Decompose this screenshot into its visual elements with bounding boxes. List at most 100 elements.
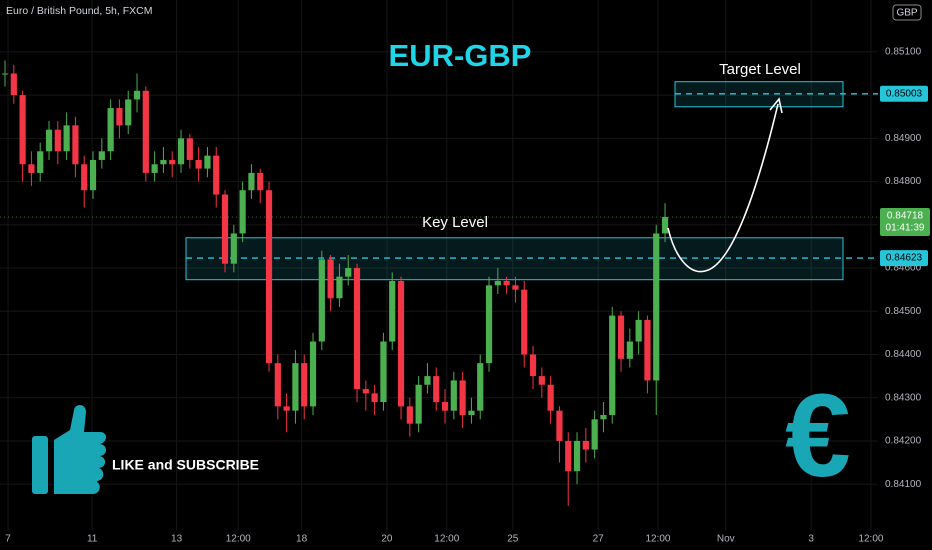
candle-body: [477, 363, 484, 411]
symbol-header: Euro / British Pound, 5h, FXCM: [6, 5, 152, 17]
y-tick-label: 0.85100: [885, 47, 922, 58]
candles: [0, 60, 878, 506]
candle-body: [160, 159, 167, 165]
candle-body: [547, 384, 554, 411]
thumb-cuff: [32, 436, 48, 494]
x-tick-label: 12:00: [645, 534, 670, 545]
x-tick-label: 7: [5, 534, 11, 545]
candle-body: [204, 155, 211, 169]
x-tick-label: 27: [593, 534, 605, 545]
candle-body: [10, 73, 17, 96]
y-tick-label: 0.84500: [885, 306, 922, 317]
x-tick-label: Nov: [717, 534, 735, 545]
cta-text: LIKE and SUBSCRIBE: [112, 457, 259, 473]
candle-body: [380, 341, 387, 403]
projection-arrowhead: [769, 97, 783, 114]
x-tick-label: 25: [507, 534, 519, 545]
candle-body: [433, 376, 440, 403]
target-level-label: Target Level: [719, 61, 801, 78]
candle-body: [186, 138, 193, 160]
candle-body: [609, 315, 616, 416]
candle-body: [81, 164, 88, 191]
thumb-hand: [54, 404, 106, 494]
candle-body: [353, 268, 361, 390]
candle-body: [468, 410, 475, 416]
candle-body: [89, 159, 97, 191]
candle-body: [626, 341, 633, 359]
candle-body: [565, 440, 572, 472]
candle-body: [644, 319, 651, 381]
candle-body: [661, 217, 669, 234]
candle-body: [195, 159, 202, 169]
candle-body: [503, 280, 510, 286]
y-tick-label: 0.84100: [885, 479, 922, 490]
thumb-icon: [32, 404, 106, 494]
candle-body: [397, 280, 405, 407]
currency-label: GBP: [896, 8, 917, 19]
candle-body: [169, 159, 176, 165]
candle-body: [151, 164, 158, 173]
candle-body: [345, 268, 352, 277]
candle-body: [441, 402, 449, 411]
candle-body: [512, 285, 519, 290]
target-price-label: 0.85003: [886, 88, 923, 99]
candle-body: [424, 376, 431, 385]
candle-body: [318, 259, 325, 342]
axes: 0.851000.850000.849000.848000.847000.846…: [5, 47, 930, 545]
y-tick-label: 0.84900: [885, 133, 922, 144]
candle-body: [37, 151, 44, 173]
x-tick-label: 13: [171, 534, 183, 545]
y-tick-label: 0.84600: [885, 263, 922, 274]
candle-body: [257, 172, 264, 191]
candle-body: [54, 129, 61, 152]
candle-body: [362, 389, 369, 394]
x-tick-label: 12:00: [226, 534, 251, 545]
candle-body: [28, 164, 35, 173]
candle-body: [142, 90, 149, 173]
candle-body: [600, 415, 607, 420]
currency-box: [892, 4, 922, 21]
candle-body: [617, 315, 625, 359]
candle-body: [538, 376, 545, 385]
zones: [185, 81, 878, 281]
candle-body: [230, 233, 237, 264]
candle-body: [221, 194, 229, 264]
candle-body: [116, 108, 123, 126]
target-price-box: [880, 85, 928, 102]
x-tick-label: 3: [808, 534, 814, 545]
candle-body: [635, 319, 642, 342]
y-tick-label: 0.84200: [885, 436, 922, 447]
x-tick-label: 20: [381, 534, 393, 545]
key-level-label: Key Level: [422, 214, 488, 231]
candle-body: [591, 419, 598, 450]
x-tick-label: 11: [87, 534, 98, 545]
y-tick-label: 0.84800: [885, 176, 922, 187]
x-tick-label: 12:00: [434, 534, 459, 545]
y-tick-label: 0.84300: [885, 392, 922, 403]
key-price-box: [880, 250, 928, 267]
last-price-box: [880, 208, 930, 237]
candle-body: [274, 363, 281, 407]
key-zone: [185, 237, 844, 281]
candle-body: [573, 440, 581, 472]
candle-body: [389, 280, 396, 342]
candle-body: [582, 440, 589, 450]
candle-body: [459, 380, 466, 416]
candle-body: [301, 363, 308, 407]
candle-body: [248, 172, 255, 191]
euro-icon: €: [785, 370, 851, 502]
last-price-label: 0.84718: [887, 211, 924, 222]
candle-body: [213, 155, 220, 195]
chart-title: EUR-GBP: [389, 38, 532, 73]
countdown-label: 01:41:39: [886, 223, 925, 234]
projection-curve: [667, 103, 779, 273]
candle-body: [371, 393, 378, 403]
candle-body: [529, 354, 537, 377]
candle-body: [336, 276, 343, 299]
candle-body: [98, 151, 105, 160]
candle-body: [327, 259, 334, 299]
candle-body: [72, 125, 79, 165]
